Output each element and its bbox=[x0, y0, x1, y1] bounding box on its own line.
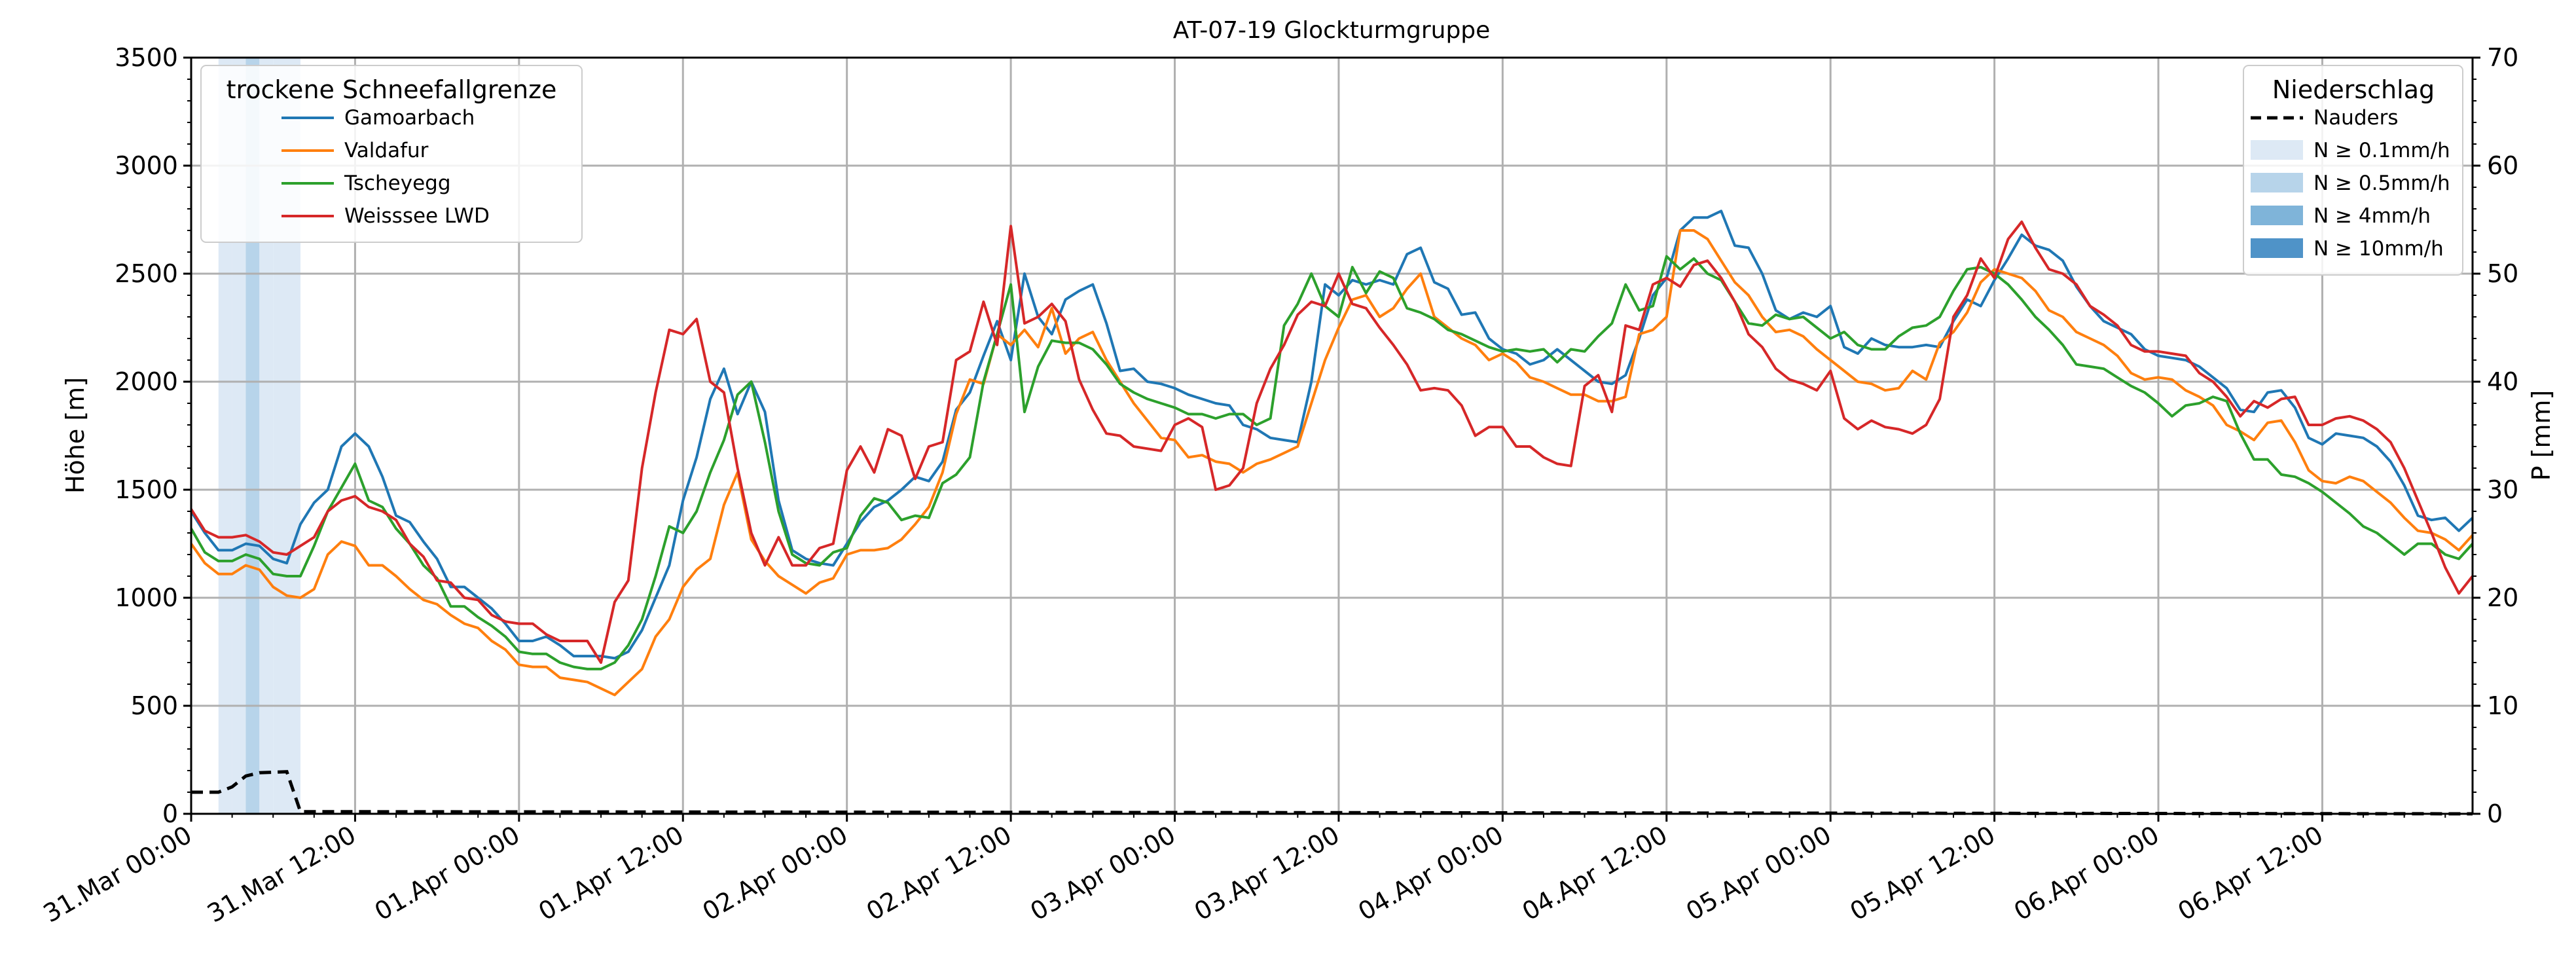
y-axis-label: Höhe [m] bbox=[61, 377, 90, 494]
plot-frame bbox=[190, 56, 2474, 815]
y2-tick-label: 10 bbox=[2487, 691, 2518, 720]
series-lines bbox=[190, 210, 2474, 816]
y2-tick-label: 60 bbox=[2487, 151, 2518, 180]
x-tick-label: 06.Apr 12:00 bbox=[2173, 820, 2328, 926]
x-tick-label: 05.Apr 00:00 bbox=[1681, 820, 1836, 926]
x-tick-label: 31.Mar 00:00 bbox=[39, 820, 197, 928]
legend-right-label: Nauders bbox=[2313, 106, 2398, 130]
y2-axis-label: P [mm] bbox=[2527, 390, 2556, 481]
x-tick-label: 05.Apr 12:00 bbox=[1845, 820, 2001, 926]
legend-right-swatch bbox=[2251, 206, 2303, 225]
x-tick-label: 04.Apr 00:00 bbox=[1353, 820, 1508, 926]
legend-right-swatch bbox=[2251, 238, 2303, 258]
y-tick-label: 1000 bbox=[115, 583, 178, 612]
x-tick-label: 06.Apr 00:00 bbox=[2009, 820, 2164, 926]
chart-title: AT-07-19 Glockturmgruppe bbox=[1173, 17, 1491, 44]
y-tick-label: 3500 bbox=[115, 43, 178, 72]
legend-left-label: Gamoarbach bbox=[344, 106, 475, 130]
precip-band bbox=[218, 58, 232, 814]
y-tick-label: 0 bbox=[162, 799, 178, 828]
x-tick-label: 02.Apr 12:00 bbox=[862, 820, 1017, 926]
legend-left-label: Tscheyegg bbox=[344, 172, 451, 195]
x-tick-label: 01.Apr 00:00 bbox=[370, 820, 525, 926]
y-tick-label: 500 bbox=[130, 691, 178, 720]
y2-tick-label: 40 bbox=[2487, 367, 2518, 396]
precip-band bbox=[273, 58, 287, 814]
precip-band bbox=[287, 58, 300, 814]
x-tick-label: 01.Apr 12:00 bbox=[534, 820, 689, 926]
legend-left-box bbox=[200, 65, 583, 243]
y-tick-label: 1500 bbox=[115, 475, 178, 504]
y2-tick-label: 0 bbox=[2487, 799, 2503, 828]
legend-right-swatch bbox=[2251, 173, 2303, 192]
y2-tick-label: 50 bbox=[2487, 259, 2518, 288]
y-tick-label: 2500 bbox=[115, 259, 178, 288]
legend-left-label: Valdafur bbox=[344, 139, 429, 162]
legend-right-label: N ≥ 10mm/h bbox=[2313, 237, 2444, 261]
y2-tick-label: 30 bbox=[2487, 475, 2518, 504]
x-tick-label: 03.Apr 12:00 bbox=[1189, 820, 1345, 926]
series-line-valdafur bbox=[190, 229, 2474, 697]
legend-right-label: N ≥ 0.5mm/h bbox=[2313, 172, 2450, 195]
x-tick-label: 02.Apr 00:00 bbox=[698, 820, 853, 926]
legend-left-label: Weisssee LWD bbox=[344, 204, 490, 228]
legend-left-title: trockene Schneefallgrenze bbox=[227, 75, 557, 104]
x-tick-label: 03.Apr 00:00 bbox=[1025, 820, 1180, 926]
precip-band bbox=[259, 58, 274, 814]
legend-right-title: Niederschlag bbox=[2272, 75, 2435, 104]
y2-tick-label: 70 bbox=[2487, 43, 2518, 72]
y2-tick-label: 20 bbox=[2487, 583, 2518, 612]
legend-right-label: N ≥ 4mm/h bbox=[2313, 204, 2431, 228]
precip-band bbox=[232, 58, 246, 814]
legend-right-swatch bbox=[2251, 140, 2303, 160]
x-tick-label: 04.Apr 12:00 bbox=[1517, 820, 1673, 926]
x-tick-label: 31.Mar 12:00 bbox=[202, 820, 361, 928]
precip-band bbox=[245, 58, 260, 814]
series-line-weisssee-lwd bbox=[190, 220, 2474, 664]
series-line-gamoarbach bbox=[190, 210, 2474, 660]
precipitation-bands bbox=[218, 58, 300, 814]
series-line-nauders bbox=[191, 770, 2473, 816]
legend-right-label: N ≥ 0.1mm/h bbox=[2313, 139, 2450, 162]
y-tick-label: 3000 bbox=[115, 151, 178, 180]
series-line-tscheyegg bbox=[190, 255, 2474, 670]
y-tick-label: 2000 bbox=[115, 367, 178, 396]
